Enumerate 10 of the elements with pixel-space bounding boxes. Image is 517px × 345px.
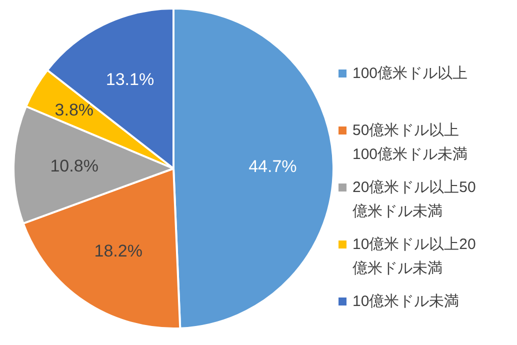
legend-label: 20億米ドル以上50 億米ドル未満 [352,179,476,220]
data-label: 10.8% [50,156,98,176]
legend-label: 100億米ドル以上 [352,65,468,82]
legend-label: 10億米ドル未満 [352,293,460,310]
legend-label: 10億米ドル以上20 億米ドル未満 [352,236,476,277]
data-label: 13.1% [106,70,154,89]
data-label: 44.7% [248,156,297,176]
data-label: 3.8% [54,100,94,120]
data-label: 18.2% [94,241,142,260]
legend-label: 50億米ドル以上 100億米ドル未満 [352,122,468,163]
